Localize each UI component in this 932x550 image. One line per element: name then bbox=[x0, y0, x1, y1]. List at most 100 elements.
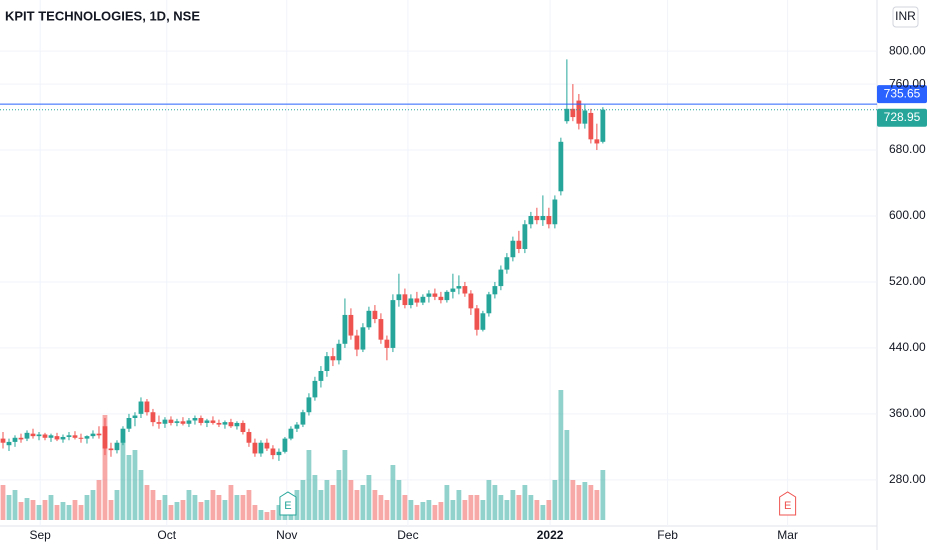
candle-body bbox=[318, 371, 324, 381]
candle-body bbox=[132, 415, 138, 418]
x-tick-label: Feb bbox=[657, 528, 678, 542]
candle-body bbox=[576, 100, 582, 124]
candle-body bbox=[108, 448, 114, 451]
volume-bar bbox=[156, 500, 162, 520]
volume-bar bbox=[264, 512, 270, 520]
candle-body bbox=[0, 438, 6, 443]
volume-bar bbox=[150, 490, 156, 520]
candle-body bbox=[492, 286, 498, 295]
volume-bar bbox=[468, 495, 474, 520]
candle-body bbox=[420, 296, 426, 303]
grid bbox=[0, 0, 877, 526]
candle-body bbox=[192, 417, 198, 421]
volume-bar bbox=[354, 490, 360, 520]
volume-bar bbox=[162, 495, 168, 520]
candle-body bbox=[336, 343, 342, 361]
candle-body bbox=[600, 109, 606, 142]
candle-body bbox=[36, 434, 42, 437]
volume-bar bbox=[432, 505, 438, 520]
candle-body bbox=[72, 435, 78, 438]
volume-bar bbox=[312, 475, 318, 520]
candle-body bbox=[162, 419, 168, 424]
x-tick-label: Oct bbox=[157, 528, 176, 542]
price-label-box bbox=[877, 108, 927, 127]
candle-body bbox=[102, 426, 108, 449]
candle-body bbox=[126, 417, 132, 429]
volume-bar bbox=[534, 500, 540, 520]
volume-bar bbox=[222, 500, 228, 520]
candle-body bbox=[462, 286, 468, 294]
candle-body bbox=[480, 313, 486, 330]
volume-bar bbox=[462, 500, 468, 520]
volume-bar bbox=[510, 490, 516, 520]
candle-body bbox=[414, 298, 420, 303]
candle-body bbox=[456, 286, 462, 289]
volume-bar bbox=[36, 505, 42, 520]
y-tick-label: 520.00 bbox=[889, 274, 926, 288]
volume-bar bbox=[420, 502, 426, 520]
volume-bar bbox=[546, 500, 552, 520]
candle-body bbox=[186, 420, 192, 424]
candle-body bbox=[558, 141, 564, 192]
volume-bar bbox=[96, 480, 102, 520]
volume-bar bbox=[474, 495, 480, 520]
candle-body bbox=[288, 428, 294, 439]
volume-bar bbox=[594, 490, 600, 520]
volume-bar bbox=[372, 490, 378, 520]
volume-bar bbox=[66, 505, 72, 520]
candle-body bbox=[240, 422, 246, 433]
candle-body bbox=[330, 356, 336, 361]
volume-bar bbox=[198, 502, 204, 520]
volume-bar bbox=[324, 480, 330, 520]
volume-pane bbox=[0, 390, 606, 520]
volume-bar bbox=[438, 502, 444, 520]
candle-body bbox=[582, 110, 588, 124]
candle-body bbox=[276, 451, 282, 456]
volume-bar bbox=[540, 505, 546, 520]
volume-bar bbox=[414, 505, 420, 520]
candle-body bbox=[138, 401, 144, 414]
volume-bar bbox=[552, 480, 558, 520]
volume-bar bbox=[426, 500, 432, 520]
candle-body bbox=[564, 108, 570, 122]
volume-bar bbox=[114, 490, 120, 520]
volume-bar bbox=[72, 500, 78, 520]
volume-bar bbox=[348, 480, 354, 520]
overlay: E E 735.65 728.95 bbox=[0, 85, 927, 516]
volume-bar bbox=[600, 470, 606, 520]
candle-body bbox=[210, 420, 216, 423]
volume-bar bbox=[330, 485, 336, 520]
volume-bar bbox=[0, 485, 6, 520]
volume-bar bbox=[300, 480, 306, 520]
volume-bar bbox=[390, 465, 396, 520]
volume-bar bbox=[180, 500, 186, 520]
candle-body bbox=[402, 294, 408, 306]
volume-bar bbox=[246, 490, 252, 520]
candle-body bbox=[504, 257, 510, 270]
candle-body bbox=[354, 335, 360, 350]
x-tick-label: Mar bbox=[777, 528, 798, 542]
candle-body bbox=[378, 319, 384, 340]
candle-body bbox=[510, 240, 516, 258]
candle-body bbox=[384, 339, 390, 348]
volume-bar bbox=[408, 500, 414, 520]
volume-bar bbox=[12, 490, 18, 520]
price-label: 728.95 bbox=[884, 110, 921, 124]
volume-bar bbox=[306, 450, 312, 520]
candle-body bbox=[426, 293, 432, 297]
volume-bar bbox=[240, 495, 246, 520]
candle-body bbox=[534, 216, 540, 221]
candle-body bbox=[450, 288, 456, 292]
candle-body bbox=[66, 435, 72, 437]
volume-bar bbox=[138, 470, 144, 520]
volume-bar bbox=[498, 495, 504, 520]
volume-bar bbox=[576, 485, 582, 520]
candle-body bbox=[468, 293, 474, 309]
volume-bar bbox=[522, 485, 528, 520]
volume-bar bbox=[450, 500, 456, 520]
candle-body bbox=[252, 442, 258, 454]
volume-bar bbox=[126, 455, 132, 520]
volume-bar bbox=[294, 490, 300, 520]
volume-bar bbox=[90, 490, 96, 520]
event-marker bbox=[279, 491, 297, 516]
